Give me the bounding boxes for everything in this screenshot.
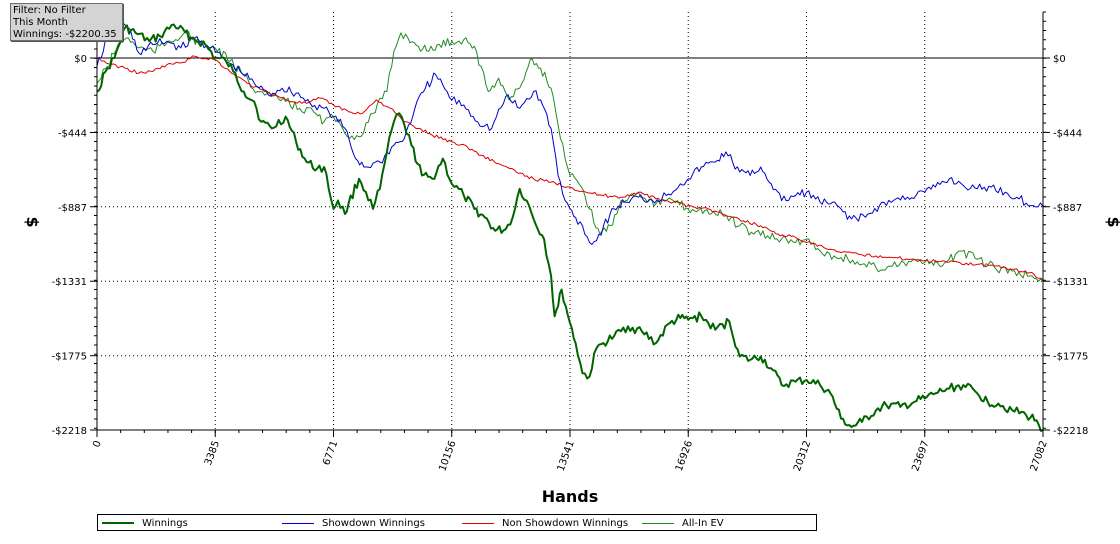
filter-info-box: Filter: No Filter This Month Winnings: -…: [10, 3, 123, 41]
y-tick-label-right: -$1775: [1053, 352, 1088, 363]
legend-item-winnings: Winnings: [102, 516, 188, 530]
y-tick-label-left: -$887: [58, 203, 87, 214]
x-tick-label: 27082: [1029, 439, 1050, 473]
period-label: This Month: [13, 17, 68, 28]
x-tick-label: 0: [91, 439, 104, 449]
y-tick-label-left: -$2218: [52, 426, 87, 437]
legend-item-showdown: Showdown Winnings: [282, 516, 425, 530]
y-tick-label-right: -$1331: [1053, 277, 1088, 288]
legend: Winnings Showdown Winnings Non Showdown …: [97, 514, 817, 531]
x-tick-label: 23697: [910, 439, 931, 473]
legend-item-allin-ev: All-In EV: [642, 516, 724, 530]
y-tick-label-left: -$444: [58, 128, 87, 139]
x-tick-label: 16926: [674, 439, 695, 473]
legend-item-non-showdown: Non Showdown Winnings: [462, 516, 628, 530]
x-tick-label: 20312: [792, 439, 813, 473]
y-tick-label-right: -$887: [1053, 203, 1082, 214]
legend-swatch-winnings: [102, 522, 134, 524]
legend-label-non-showdown: Non Showdown Winnings: [502, 517, 629, 529]
x-tick-label: 10156: [437, 439, 458, 473]
axes: 0 3385 6771 10156 13541 16926 20312 23697 27082 $…: [52, 11, 1088, 473]
winnings-total-label: Winnings: -$2200.35: [13, 29, 117, 40]
y-tick-label-left: -$1775: [52, 352, 87, 363]
y-axis-title-right: $: [1104, 216, 1120, 227]
x-tick-label: 13541: [556, 439, 577, 473]
series-line-winnings: [96, 23, 1044, 432]
series-line-non-showdown-winnings: [96, 55, 1044, 280]
series-line-all-in-ev: [96, 31, 1044, 282]
legend-swatch-allin-ev: [642, 522, 674, 524]
legend-label-showdown: Showdown Winnings: [322, 517, 425, 529]
series-line-showdown-winnings: [96, 23, 1044, 245]
legend-label-allin-ev: All-In EV: [682, 517, 724, 529]
legend-swatch-non-showdown: [462, 522, 494, 524]
series-lines: [96, 23, 1044, 432]
x-tick-label: 3385: [203, 439, 222, 467]
y-axis-title-left: $: [23, 216, 42, 227]
legend-label-winnings: Winnings: [142, 517, 188, 529]
x-tick-label: 6771: [321, 439, 340, 467]
y-tick-label-left: $0: [74, 54, 87, 65]
filter-label: Filter: No Filter: [13, 5, 86, 16]
gridlines: [97, 12, 1043, 430]
y-tick-label-right: -$2218: [1053, 426, 1088, 437]
x-axis-title: Hands: [542, 487, 599, 506]
y-tick-label-right: -$444: [1053, 128, 1082, 139]
y-tick-label-right: $0: [1053, 54, 1066, 65]
y-tick-label-left: -$1331: [52, 277, 87, 288]
legend-swatch-showdown: [282, 522, 314, 524]
